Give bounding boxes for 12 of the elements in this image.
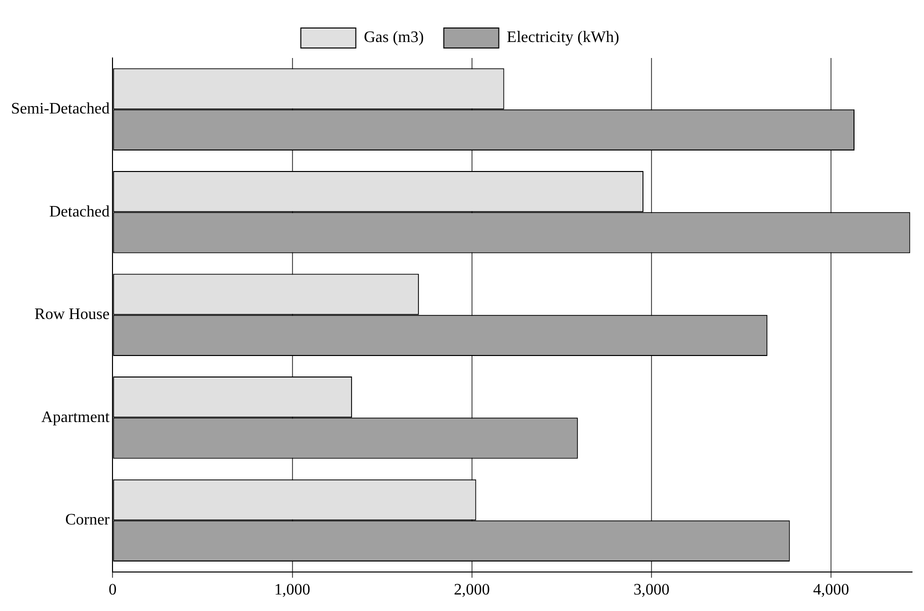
x-tick-label: 4,000 (813, 582, 850, 599)
x-tick-label: 0 (108, 582, 117, 599)
y-tick-label: Corner (65, 512, 110, 529)
y-tick-label: Semi-Detached (11, 100, 110, 118)
x-tick-label: 1,000 (274, 582, 310, 599)
x-tick-label: 3,000 (634, 582, 670, 599)
y-tick-label: Row House (34, 306, 110, 324)
legend-label: Gas (m3) (364, 29, 424, 46)
y-tick-label: Apartment (41, 408, 110, 426)
x-tick-label: 2,000 (454, 582, 490, 599)
legend-label: Electricity (kWh) (506, 29, 620, 46)
y-tick-label: Detached (49, 203, 110, 220)
